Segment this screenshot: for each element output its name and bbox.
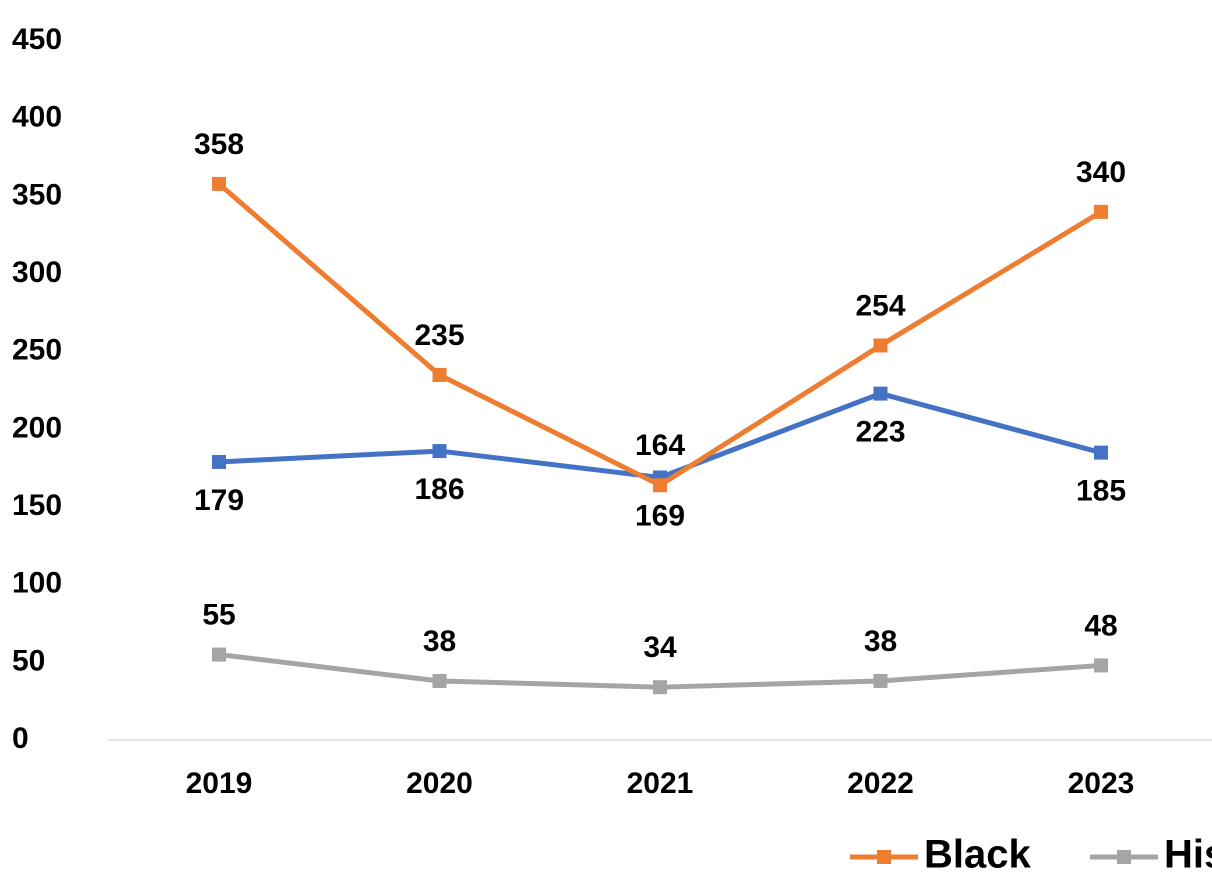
data-label: 186: [414, 473, 464, 506]
x-tick-label: 2021: [627, 767, 694, 800]
data-label: 34: [643, 631, 677, 664]
marker: [212, 454, 226, 469]
marker: [212, 176, 226, 191]
marker: [1094, 658, 1108, 673]
data-label: 223: [855, 416, 905, 449]
marker: [653, 478, 667, 493]
data-label: 38: [864, 625, 897, 658]
data-label: 169: [635, 499, 685, 532]
y-tick-label: 250: [12, 334, 62, 367]
marker: [873, 338, 888, 353]
data-label: 185: [1076, 475, 1126, 508]
marker: [1094, 445, 1108, 460]
marker: [653, 680, 667, 695]
data-label: 358: [194, 128, 244, 161]
x-tick-label: 2022: [847, 767, 914, 800]
legend-label: Black: [924, 833, 1031, 877]
y-tick-label: 400: [12, 101, 62, 134]
data-label: 38: [423, 625, 456, 658]
marker: [873, 673, 888, 688]
x-tick-label: 2019: [186, 767, 253, 800]
data-label: 254: [855, 289, 905, 322]
y-tick-label: 450: [12, 23, 62, 56]
x-tick-label: 2020: [406, 767, 473, 800]
y-tick-label: 0: [12, 722, 29, 755]
marker: [1094, 204, 1108, 219]
y-tick-label: 50: [12, 644, 45, 677]
marker: [873, 386, 888, 401]
marker: [432, 444, 447, 459]
data-label: 55: [202, 598, 235, 631]
marker: [432, 367, 447, 382]
y-tick-label: 100: [12, 567, 62, 600]
y-tick-label: 200: [12, 411, 62, 444]
data-label: 179: [194, 484, 244, 517]
y-tick-label: 150: [12, 489, 62, 522]
legend-label: His: [1164, 833, 1212, 877]
data-label: 48: [1084, 609, 1117, 642]
data-label: 340: [1076, 156, 1126, 189]
y-tick-label: 300: [12, 256, 62, 289]
data-label: 235: [414, 319, 464, 352]
y-tick-label: 350: [12, 178, 62, 211]
legend-marker: [877, 850, 891, 864]
marker: [432, 673, 447, 688]
legend-marker: [1117, 850, 1131, 864]
data-label: 164: [635, 429, 685, 462]
x-tick-label: 2023: [1068, 767, 1135, 800]
marker: [212, 647, 226, 662]
